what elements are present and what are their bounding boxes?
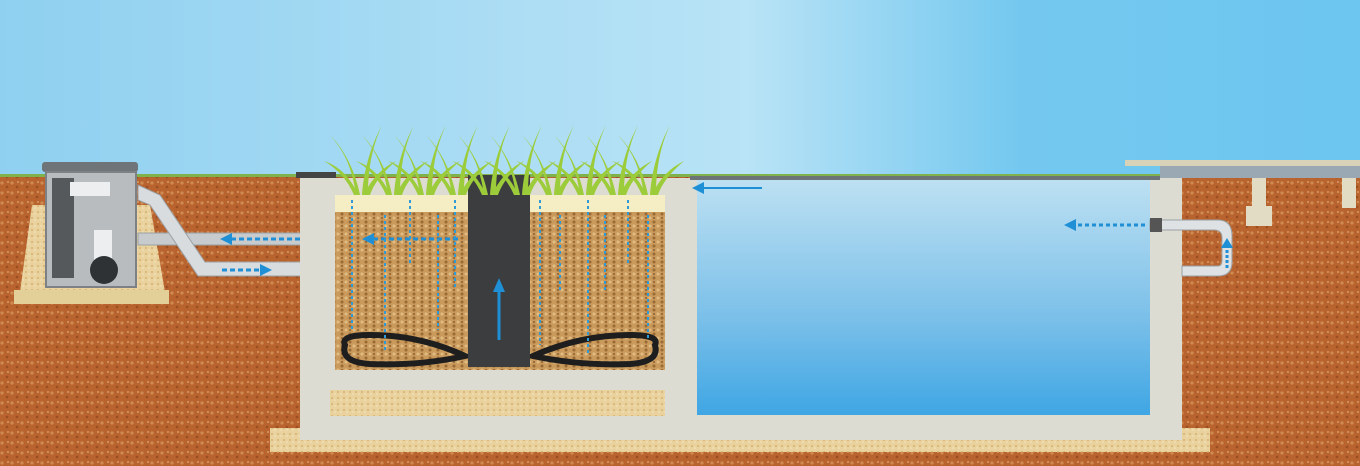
sky — [0, 0, 1360, 178]
pipe-fitting — [94, 230, 112, 260]
coping — [296, 172, 336, 178]
drain-pipe — [523, 331, 659, 368]
grass-line — [0, 174, 1360, 177]
post-footing — [1246, 206, 1272, 226]
arrow-head — [362, 233, 374, 245]
arrow-head — [220, 233, 232, 245]
arrow-head — [493, 278, 505, 292]
pump — [90, 256, 118, 284]
deck-post — [1342, 178, 1356, 208]
skimmer-lid — [42, 162, 138, 172]
arrow-head — [692, 182, 704, 194]
pump-motor — [52, 178, 74, 278]
inlet-nozzle — [1150, 218, 1162, 232]
arrow-head — [260, 264, 272, 276]
deck-post — [1252, 178, 1266, 208]
skimmer-base — [14, 290, 169, 304]
sand-bed — [330, 390, 665, 416]
arrow-head — [1221, 238, 1233, 248]
pool-water — [697, 180, 1150, 415]
drain-pipe — [341, 331, 475, 368]
water-line — [690, 176, 1160, 180]
seepage-arrows — [351, 200, 649, 355]
pipe-fitting — [70, 182, 110, 196]
flow-arrows — [220, 182, 1233, 340]
deck-frame — [1160, 166, 1360, 178]
arrow-head — [1064, 219, 1076, 231]
deck — [1125, 160, 1360, 166]
